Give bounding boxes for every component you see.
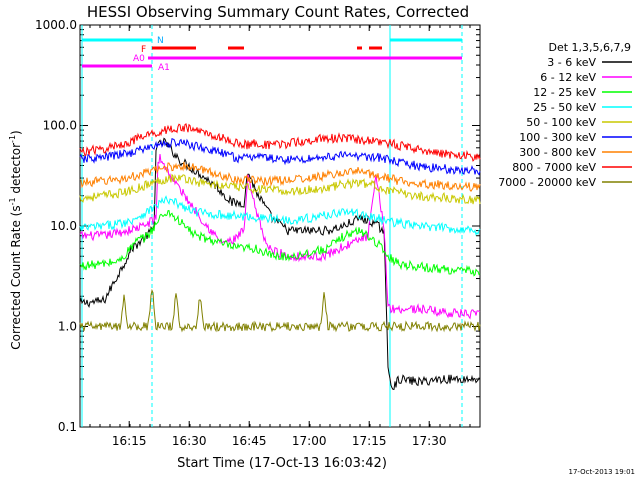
legend-label: 100 - 300 keV (519, 131, 596, 144)
x-tick-label: 16:15 (112, 434, 147, 448)
y-axis: 1000.0 100.0 10.0 1.0 0.1 (35, 18, 480, 434)
legend-label: 12 - 25 keV (533, 86, 596, 99)
series-line-100-300-kev (79, 138, 481, 176)
y-axis-label-sup1: -1 (8, 197, 17, 205)
x-tick-label: 16:45 (232, 434, 267, 448)
series-layer (79, 123, 481, 390)
legend-label: 7000 - 20000 keV (498, 176, 596, 189)
legend: 3 - 6 keV 6 - 12 keV 12 - 25 keV 25 - 50 ke… (498, 56, 632, 189)
date-stamp: 17-Oct-2013 19:01 (569, 468, 635, 476)
legend-label: 25 - 50 keV (533, 101, 596, 114)
y-axis-label-part2: detector (9, 143, 23, 198)
series-line-25-50-kev (79, 195, 481, 237)
x-axis-label: Start Time (17-Oct-13 16:03:42) (177, 456, 387, 471)
flag-n-label: N (157, 36, 164, 46)
flag-f-label: F (141, 45, 146, 55)
x-axis: 16:15 16:30 16:45 17:00 17:15 17:30 (79, 25, 481, 448)
chart-title: HESSI Observing Summary Count Rates, Cor… (87, 3, 469, 21)
series-line-12-25-kev (79, 210, 481, 277)
legend-label: 50 - 100 keV (526, 116, 596, 129)
series-line-300-800-kev (79, 161, 481, 193)
series-line-7000-20000-kev (79, 288, 481, 333)
x-tick-label: 17:00 (292, 434, 327, 448)
y-tick-label: 1000.0 (35, 18, 77, 32)
legend-label: 800 - 7000 keV (512, 161, 596, 174)
series-line-3-6-kev (79, 137, 481, 390)
x-tick-label: 17:15 (352, 434, 387, 448)
y-axis-label-sup2: -1 (8, 135, 17, 143)
attenuator-a0-label: A0 (133, 54, 145, 64)
y-tick-label: 10.0 (50, 219, 77, 233)
y-axis-label: Corrected Count Rate (s-1 detector-1) (8, 130, 23, 349)
y-axis-label-part1: Corrected Count Rate (s (9, 205, 23, 349)
x-tick-label: 17:30 (412, 434, 447, 448)
series-line-50-100-kev (79, 173, 481, 205)
attenuator-a1-label: A1 (158, 63, 170, 73)
legend-label: 6 - 12 keV (540, 71, 596, 84)
y-tick-label: 1.0 (58, 320, 77, 334)
series-line-800-7000-kev (79, 123, 481, 162)
legend-title: Det 1,3,5,6,7,9 (548, 41, 631, 54)
legend-label: 3 - 6 keV (547, 56, 596, 69)
y-tick-label: 100.0 (43, 119, 77, 133)
y-tick-label: 0.1 (58, 420, 77, 434)
y-axis-label-part3: ) (9, 130, 23, 135)
series-line-6-12-kev (79, 154, 481, 320)
legend-label: 300 - 800 keV (519, 146, 596, 159)
x-tick-label: 16:30 (172, 434, 207, 448)
